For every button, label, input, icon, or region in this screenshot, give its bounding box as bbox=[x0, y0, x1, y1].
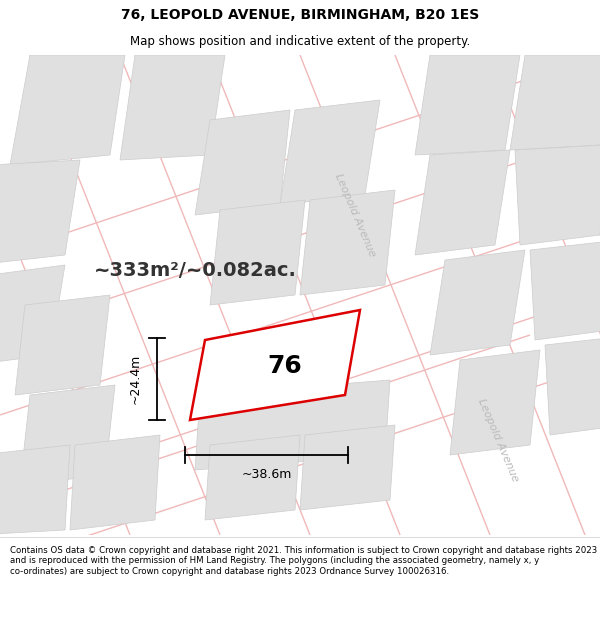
Polygon shape bbox=[195, 110, 290, 215]
Polygon shape bbox=[430, 250, 525, 355]
Polygon shape bbox=[545, 335, 600, 435]
Polygon shape bbox=[0, 265, 65, 365]
Text: Map shows position and indicative extent of the property.: Map shows position and indicative extent… bbox=[130, 35, 470, 48]
Text: 76, LEOPOLD AVENUE, BIRMINGHAM, B20 1ES: 76, LEOPOLD AVENUE, BIRMINGHAM, B20 1ES bbox=[121, 8, 479, 22]
Text: ~333m²/~0.082ac.: ~333m²/~0.082ac. bbox=[94, 261, 296, 279]
Polygon shape bbox=[120, 55, 225, 160]
Polygon shape bbox=[70, 435, 160, 530]
Polygon shape bbox=[0, 445, 70, 535]
Polygon shape bbox=[195, 380, 390, 470]
Polygon shape bbox=[15, 295, 110, 395]
Text: Contains OS data © Crown copyright and database right 2021. This information is : Contains OS data © Crown copyright and d… bbox=[10, 546, 598, 576]
Polygon shape bbox=[20, 385, 115, 485]
Polygon shape bbox=[205, 435, 300, 520]
Polygon shape bbox=[450, 350, 540, 455]
Text: Leopold Avenue: Leopold Avenue bbox=[333, 172, 377, 258]
Polygon shape bbox=[280, 100, 380, 205]
Polygon shape bbox=[415, 150, 510, 255]
Polygon shape bbox=[190, 310, 360, 420]
Polygon shape bbox=[210, 200, 305, 305]
Polygon shape bbox=[0, 160, 80, 265]
Polygon shape bbox=[515, 145, 600, 245]
Polygon shape bbox=[530, 240, 600, 340]
Text: Leopold Avenue: Leopold Avenue bbox=[476, 397, 520, 483]
Polygon shape bbox=[300, 425, 395, 510]
Text: ~24.4m: ~24.4m bbox=[128, 354, 142, 404]
Text: ~38.6m: ~38.6m bbox=[241, 469, 292, 481]
Polygon shape bbox=[300, 190, 395, 295]
Polygon shape bbox=[415, 55, 520, 155]
Polygon shape bbox=[10, 55, 125, 165]
Polygon shape bbox=[510, 55, 600, 150]
Text: 76: 76 bbox=[268, 354, 302, 378]
